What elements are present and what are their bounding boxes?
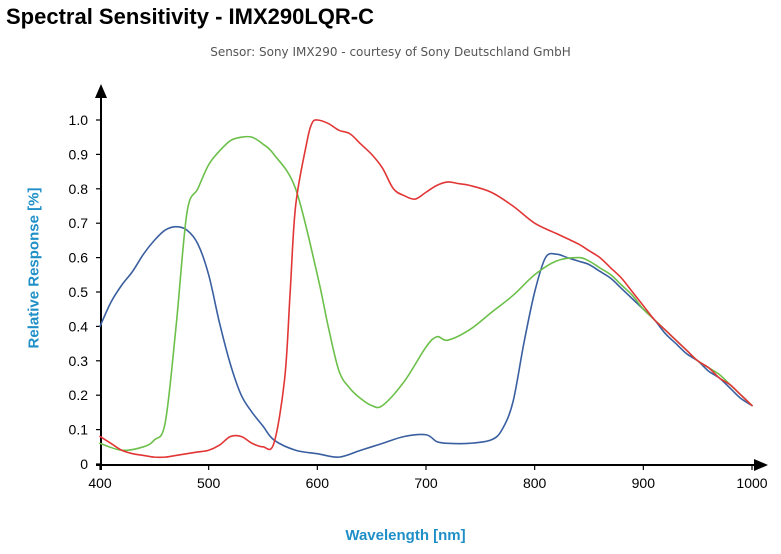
x-axis-label: Wavelength [nm]	[345, 527, 466, 544]
x-tick-label: 700	[414, 475, 438, 491]
y-tick-label: 0.7	[69, 215, 89, 231]
y-tick-label: 0.2	[69, 387, 89, 403]
green-channel-line	[99, 135, 753, 452]
y-tick-label: 0	[80, 456, 88, 472]
y-tick-label: 0.5	[69, 284, 89, 300]
x-axis-arrow	[754, 459, 768, 471]
x-tick-label: 800	[523, 475, 547, 491]
chart-subtitle: Sensor: Sony IMX290 - courtesy of Sony D…	[210, 45, 571, 59]
y-axis-arrow	[95, 84, 107, 98]
red-channel-line	[99, 119, 753, 459]
y-tick-label: 0.8	[69, 181, 89, 197]
y-tick-label: 0.9	[69, 146, 89, 162]
y-tick-label: 0.6	[69, 250, 89, 266]
x-tick-label: 400	[88, 475, 112, 491]
y-tick-label: 0.4	[69, 318, 89, 334]
axes	[95, 84, 768, 471]
tick-labels: 0 0.1 0.2 0.3 0.4 0.5 0.6 0.7 0.8 0.9 1.0 400 500 600…	[69, 112, 768, 491]
x-tick-label: 600	[306, 475, 330, 491]
chart-title: Spectral Sensitivity - IMX290LQR-C	[6, 4, 374, 29]
y-tick-label: 0.1	[69, 422, 89, 438]
x-tick-label: 1000	[736, 475, 767, 491]
x-tick-label: 500	[197, 475, 221, 491]
y-tick-label: 0.3	[69, 353, 89, 369]
series-lines	[99, 119, 753, 459]
blue-channel-line	[99, 225, 753, 458]
x-tick-label: 900	[632, 475, 656, 491]
y-tick-label: 1.0	[69, 112, 89, 128]
